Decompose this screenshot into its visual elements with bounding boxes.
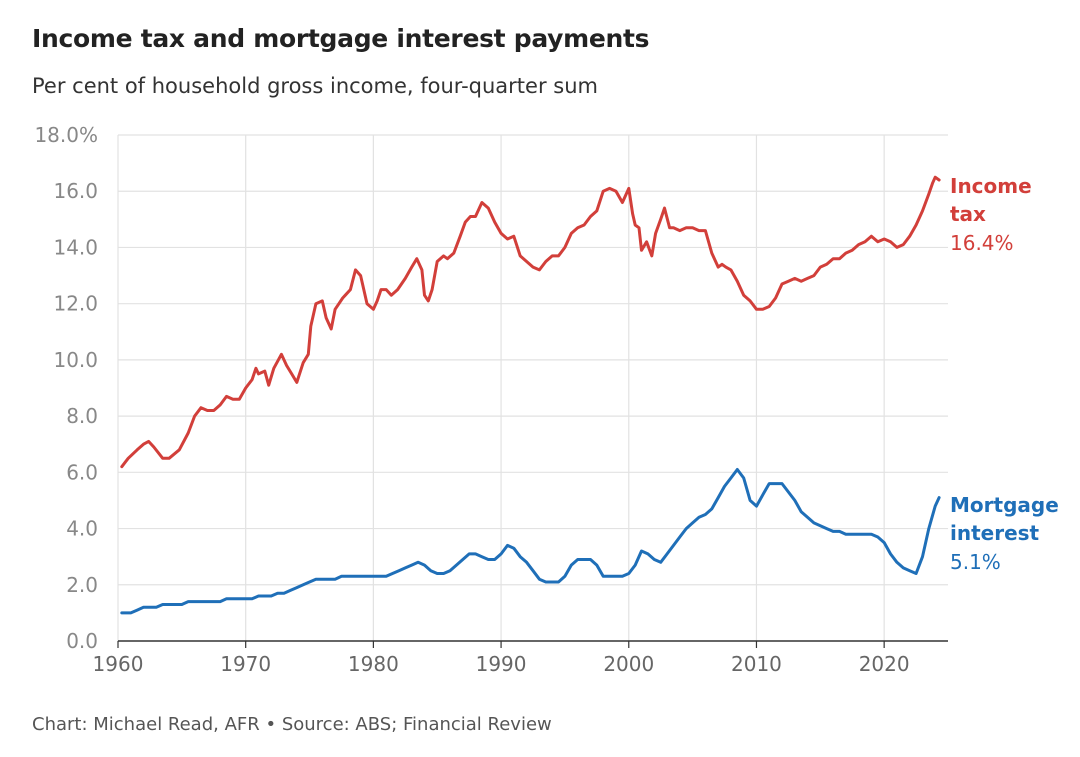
x-tick-label: 2020 [859,652,910,676]
series-end-value: 5.1% [950,550,1001,574]
chart-title: Income tax and mortgage interest payment… [32,24,650,53]
chart-credit: Chart: Michael Read, AFR • Source: ABS; … [32,714,552,735]
plot-area: 18.0% 16.0 14.0 12.0 10.0 8.0 6.0 4.0 2.0 0.0 196… [34,123,1058,676]
y-tick-label: 8.0 [66,404,98,428]
gridlines [117,134,948,641]
y-tick-label: 14.0 [53,235,98,259]
series-end-labels: Income tax 16.4% Mortgage interest 5.1% [950,174,1059,574]
y-tick-label: 4.0 [66,517,98,541]
y-tick-label: 6.0 [66,460,98,484]
series-lines [120,175,941,615]
y-tick-label: 16.0 [53,179,98,203]
series-label-line2: interest [950,521,1040,545]
y-tick-label: 2.0 [66,573,98,597]
series-label-line1: Income [950,174,1032,198]
series-line-mortgage-interest [120,468,941,615]
series-line-income-tax [120,175,941,469]
x-tick-label: 2000 [603,652,654,676]
y-tick-label: 0.0 [66,629,98,653]
y-tick-label: 10.0 [53,348,98,372]
x-tick-label: 1980 [348,652,399,676]
chart-subtitle: Per cent of household gross income, four… [32,74,598,98]
series-label-line1: Mortgage [950,493,1059,517]
series-label-line2: tax [950,202,986,226]
x-axis-ticks: 1960 1970 1980 1990 2000 2010 2020 [93,641,910,676]
series-end-value: 16.4% [950,231,1014,255]
y-axis-ticks: 18.0% 16.0 14.0 12.0 10.0 8.0 6.0 4.0 2.0 0.0 [34,123,98,653]
y-tick-label: 18.0% [34,123,98,147]
x-tick-label: 1990 [476,652,527,676]
x-tick-label: 2010 [731,652,782,676]
x-tick-label: 1970 [220,652,271,676]
y-tick-label: 12.0 [53,292,98,316]
x-tick-label: 1960 [93,652,144,676]
